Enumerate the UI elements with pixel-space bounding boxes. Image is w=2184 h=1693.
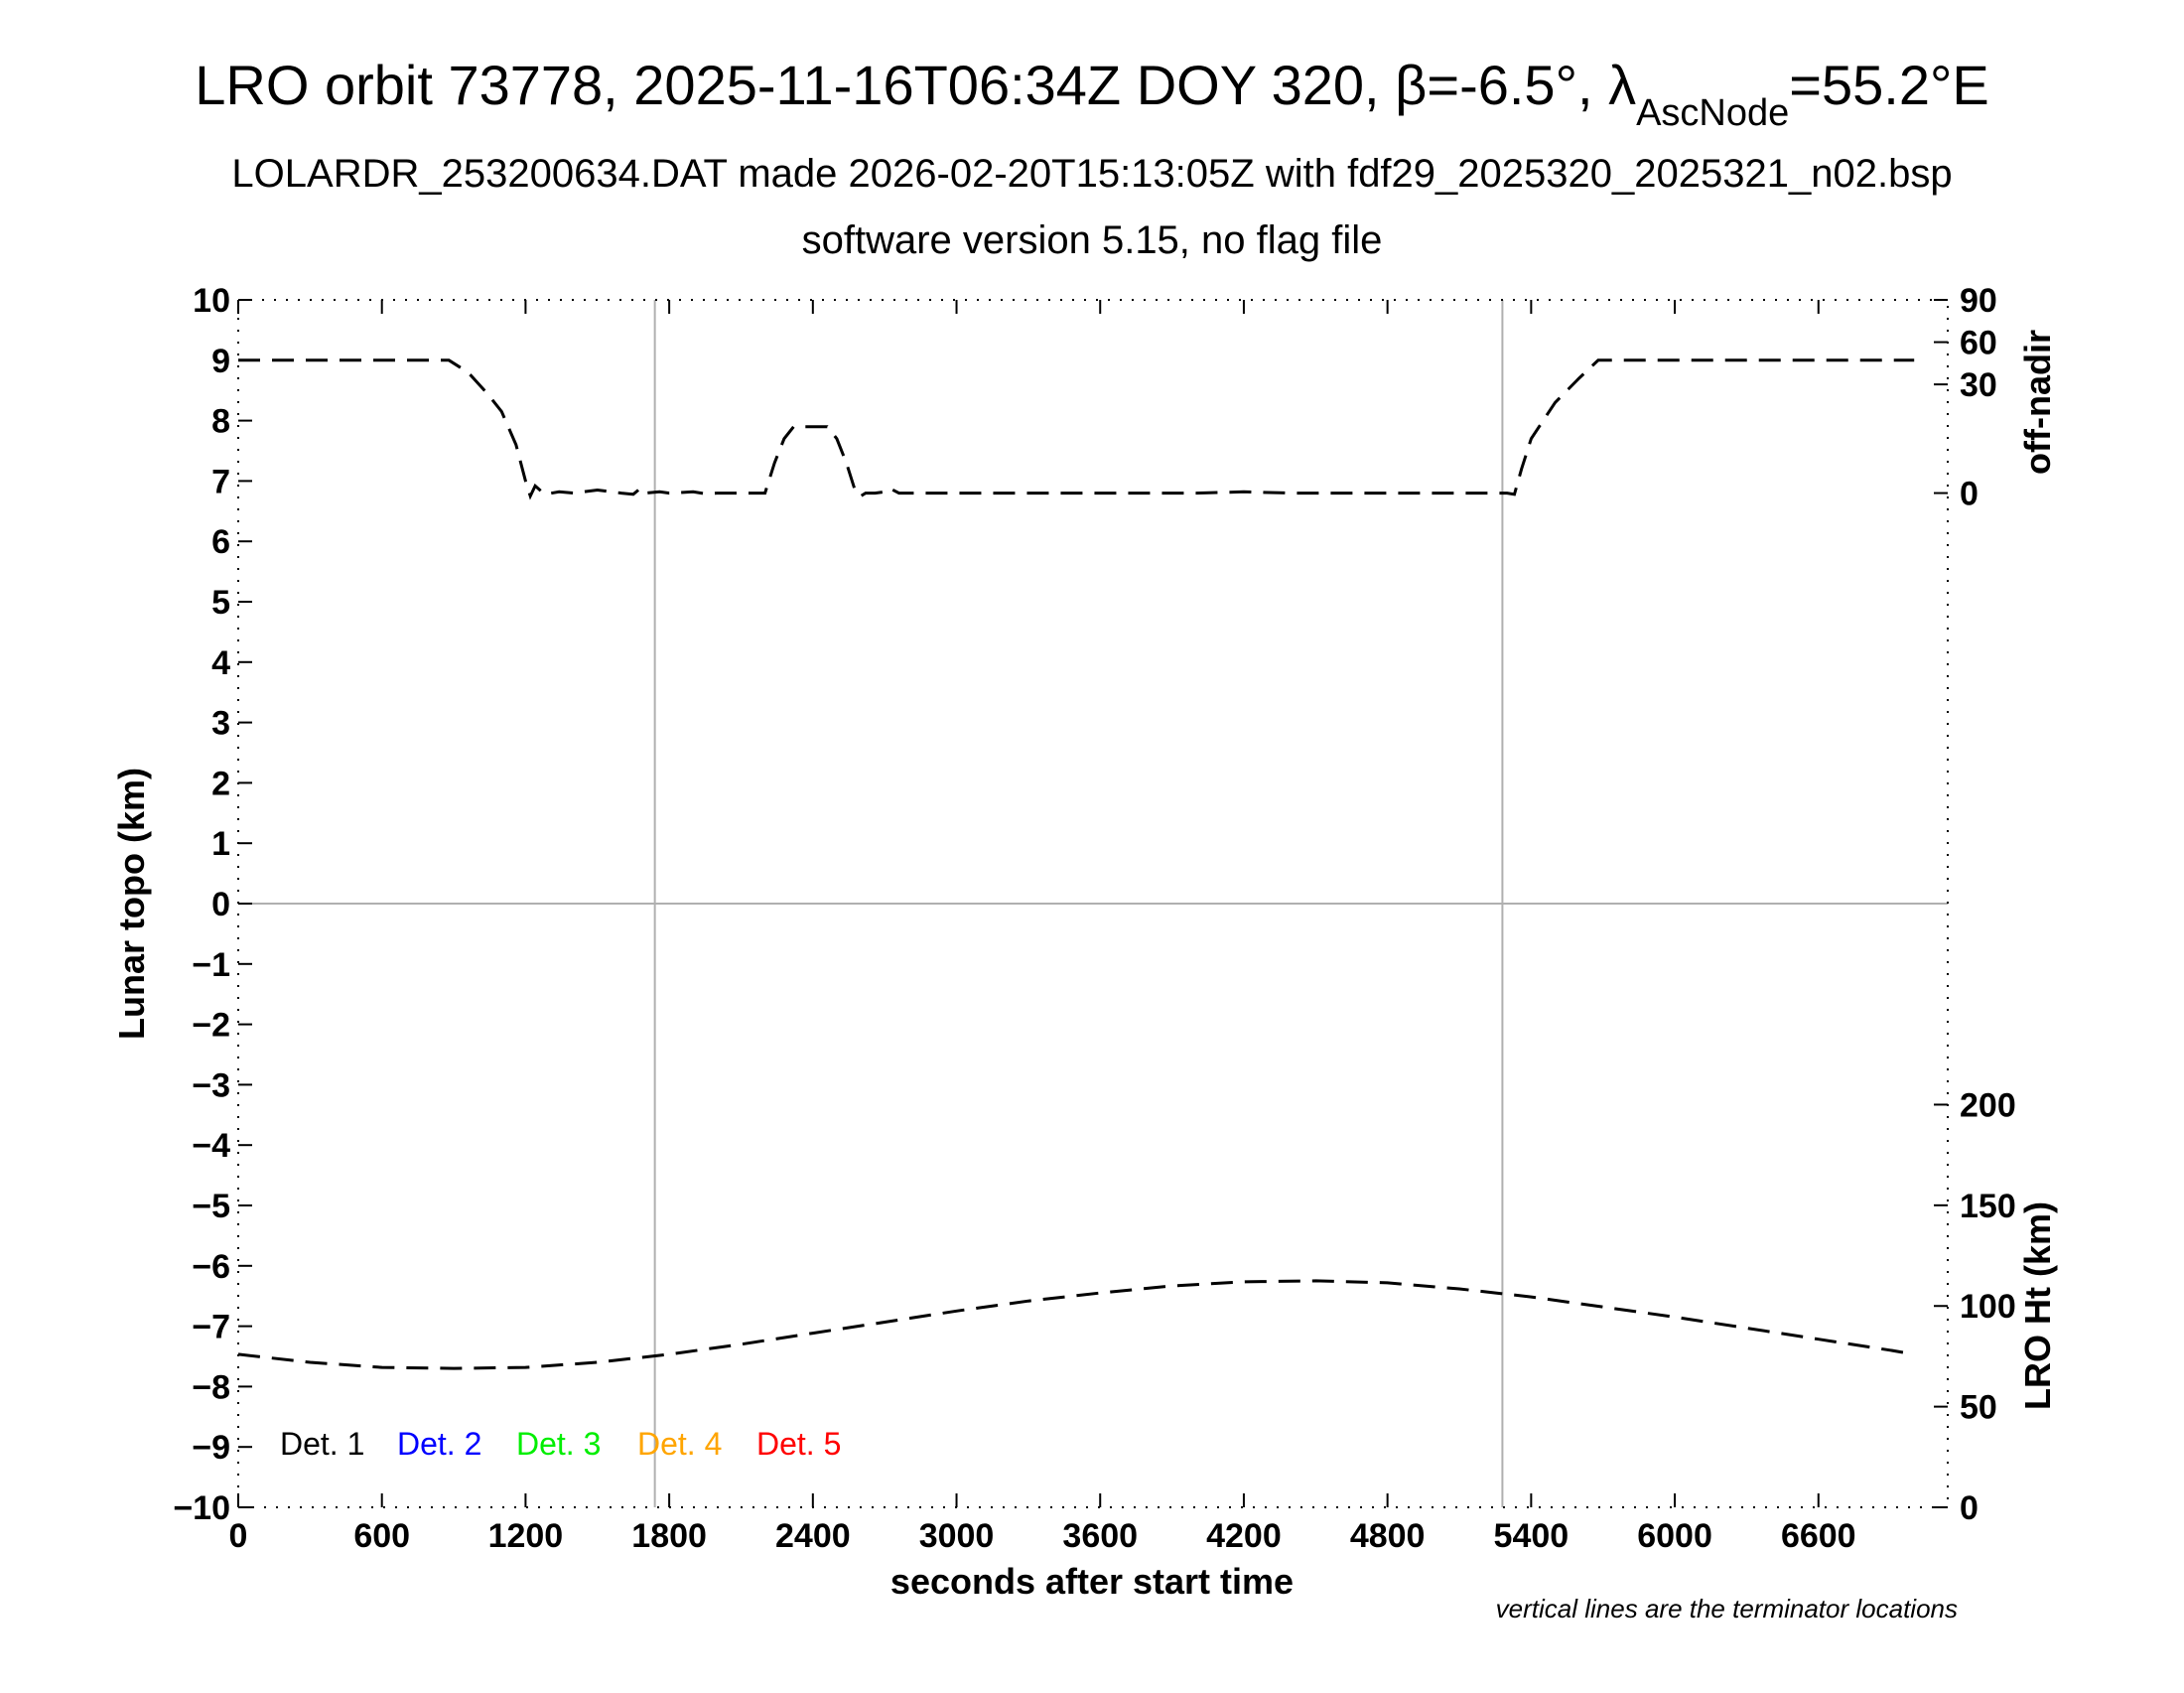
x-tick-label: 2400 [775,1517,851,1555]
y-tick-label: 4 [211,644,230,682]
x-tick-label: 3000 [919,1517,995,1555]
x-tick-label: 6600 [1781,1517,1856,1555]
y-tick-label: −9 [192,1429,230,1467]
x-tick-label: 1800 [631,1517,707,1555]
x-tick-label: 5400 [1494,1517,1570,1555]
offnadir-tick-label: 0 [1960,476,1979,513]
y-tick-label: −5 [192,1188,230,1225]
height-tick-label: 50 [1960,1389,1997,1427]
title-lambda: λ [1608,54,1636,116]
offnadir-tick-label: 30 [1960,366,1997,404]
chart-subtitle-1: LOLARDR_253200634.DAT made 2026-02-20T15… [231,152,1952,196]
y-tick-label: 8 [211,403,230,441]
x-tick-label: 3600 [1062,1517,1138,1555]
height-tick-label: 100 [1960,1288,2016,1326]
legend-entry: Det. 2 [397,1426,481,1462]
y-tick-label: −4 [192,1127,230,1165]
y-tick-label: 3 [211,705,230,743]
height-tick-label: 150 [1960,1188,2016,1225]
ticks: 0 600 1200 1800 2400 3000 3600 4200 4800 5400 6000… [173,282,2015,1555]
x-tick-label: 6000 [1637,1517,1712,1555]
y-tick-label: 1 [211,825,230,863]
series [237,358,1915,1370]
y-tick-label: 0 [211,886,230,923]
y-tick-label: −2 [192,1007,230,1045]
terminator-note: vertical lines are the terminator locati… [1496,1594,1958,1623]
y-tick-label: −3 [192,1066,230,1104]
title-subscript: AscNode [1636,92,1789,134]
y-tick-label: −6 [192,1248,230,1286]
legend-entry: Det. 5 [756,1426,841,1462]
y-tick-label: 7 [211,463,230,500]
chart-title: LRO orbit 73778, 2025-11-16T06:34Z DOY 3… [195,54,1988,134]
height-series-line [237,1279,1915,1370]
y-tick-label: −7 [192,1309,230,1346]
y-tick-label: −1 [192,946,230,984]
x-tick-label: 0 [229,1517,248,1555]
x-axis-title: seconds after start time [890,1561,1294,1602]
legend-entry: Det. 1 [280,1426,364,1462]
grid [238,300,1948,1507]
x-tick-label: 1200 [488,1517,564,1555]
x-tick-label: 4800 [1350,1517,1426,1555]
y-axis-title: Lunar topo (km) [111,768,152,1040]
offnadir-tick-label: 60 [1960,325,1997,362]
y-tick-label: −8 [192,1368,230,1406]
legend-entry: Det. 3 [516,1426,601,1462]
x-tick-label: 4200 [1206,1517,1282,1555]
height-tick-label: 0 [1960,1489,1979,1527]
plot-frame [237,299,1949,1508]
y-tick-label: 10 [193,282,230,320]
chart-subtitle-2: software version 5.15, no flag file [802,218,1383,262]
y2-axis-title-offnadir: off-nadir [2017,330,2058,475]
title-suffix: =55.2°E [1789,54,1988,116]
legend: Det. 1 Det. 2 Det. 3 Det. 4 Det. 5 [280,1426,841,1462]
y2-axis-title-height: LRO Ht (km) [2017,1201,2058,1410]
offnadir-series-line [238,358,1915,500]
x-tick-label: 600 [353,1517,410,1555]
y-tick-label: 6 [211,523,230,561]
title-beta: β=-6.5°, [1395,54,1608,116]
height-tick-label: 200 [1960,1086,2016,1124]
title-prefix: LRO orbit 73778, 2025-11-16T06:34Z DOY 3… [195,54,1395,116]
offnadir-tick-label: 90 [1960,282,1997,320]
y-tick-label: 5 [211,584,230,622]
y-tick-label: −10 [173,1489,230,1527]
y-tick-label: 9 [211,343,230,380]
legend-entry: Det. 4 [637,1426,722,1462]
y-tick-label: 2 [211,765,230,802]
